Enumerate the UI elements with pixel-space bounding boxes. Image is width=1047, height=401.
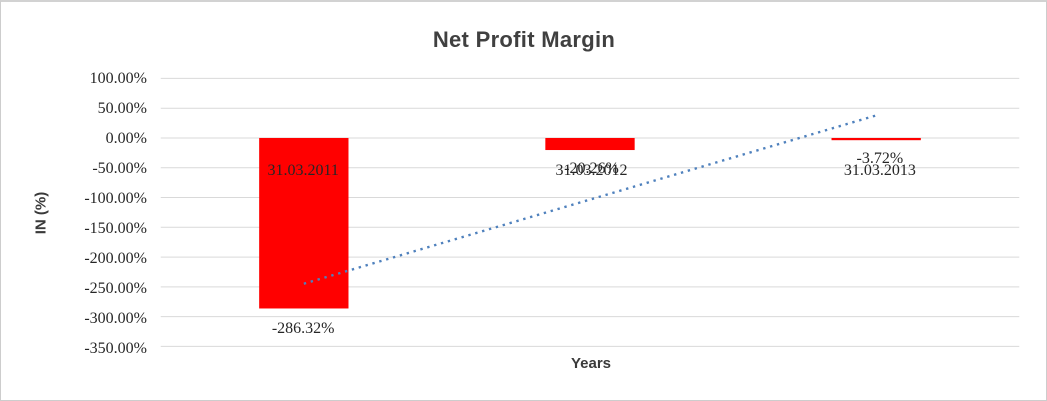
data-label: -3.72% (856, 150, 904, 168)
y-tick-label: 0.00% (105, 130, 147, 147)
y-tick-label: 100.00% (89, 70, 147, 87)
data-label: -286.32% (271, 319, 335, 337)
category-label: 31.03.2012 (555, 162, 628, 179)
chart-title: Net Profit Margin (432, 27, 616, 52)
y-tick-label: -200.00% (84, 250, 147, 267)
bar-31-03-2012[interactable] (545, 137, 635, 151)
x-axis-title: Years (570, 355, 612, 372)
category-label: 31.03.2011 (267, 162, 339, 179)
category-label: 31.03.2013 (843, 162, 916, 179)
bar-31-03-2011[interactable] (259, 137, 349, 309)
data-label: -20.26% (564, 160, 619, 178)
y-tick-label: -100.00% (84, 190, 147, 207)
bar-31-03-2013[interactable] (831, 137, 921, 141)
y-tick-label: -150.00% (84, 220, 147, 237)
y-tick-label: -50.00% (92, 160, 147, 177)
y-tick-label: -350.00% (84, 340, 147, 357)
y-tick-label: -300.00% (84, 310, 147, 327)
y-tick-label: 50.00% (97, 100, 147, 117)
y-tick-label: -250.00% (84, 280, 147, 297)
